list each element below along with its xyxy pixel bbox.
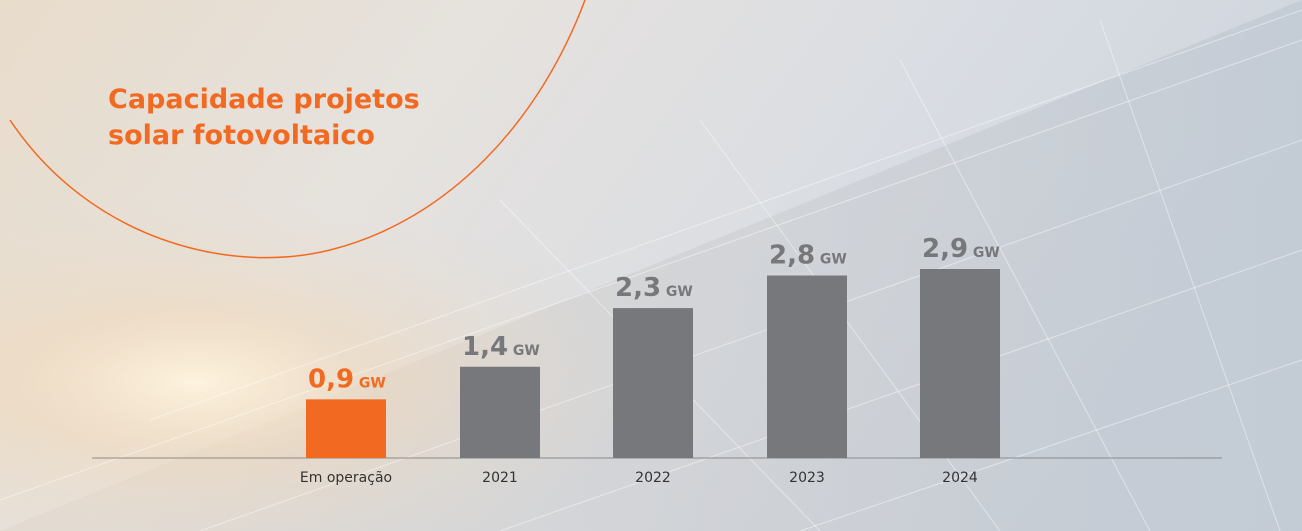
bar: [460, 367, 540, 458]
bar: [920, 269, 1000, 458]
bar: [613, 308, 693, 458]
chart: 0,9 GWEm operação1,4 GW20212,3 GW20222,8…: [0, 0, 1302, 531]
x-tick-label: 2024: [942, 470, 978, 486]
bar: [767, 276, 847, 458]
infographic: 0,9 GWEm operação1,4 GW20212,3 GW20222,8…: [0, 0, 1302, 531]
x-tick-label: 2023: [789, 470, 825, 486]
x-tick-label: 2022: [635, 470, 671, 486]
x-tick-label: 2021: [482, 470, 518, 486]
x-tick-label: Em operação: [300, 470, 392, 486]
bar: [306, 399, 386, 458]
chart-title: Capacidade projetos solar fotovoltaico: [108, 82, 468, 154]
